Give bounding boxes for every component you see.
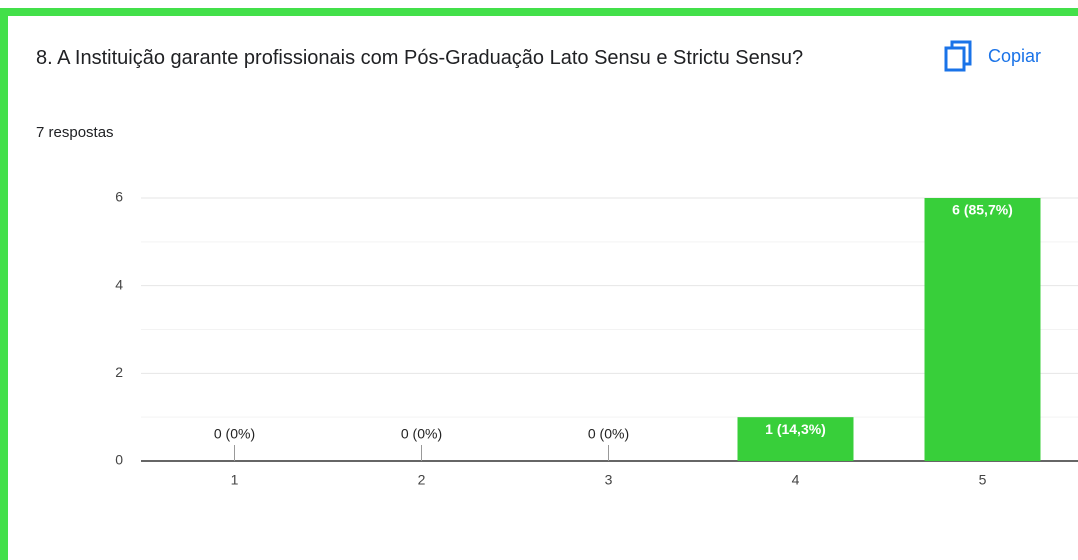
bar (737, 417, 854, 461)
data-label: 1 (14,3%) (765, 421, 826, 437)
copy-label[interactable]: Copiar (988, 45, 1042, 66)
frame (0, 8, 1078, 16)
question-title: 8. A Instituição garante profissionais c… (36, 47, 804, 69)
bar (924, 198, 1041, 461)
data-label: 0 (0%) (214, 426, 255, 442)
x-tick-label: 5 (979, 472, 987, 488)
data-label: 6 (85,7%) (952, 202, 1013, 218)
x-tick-label: 3 (605, 472, 613, 488)
copy-icon (944, 40, 972, 72)
copy-button[interactable]: Copiar (944, 40, 1041, 72)
y-tick-label: 2 (115, 364, 123, 380)
data-label: 0 (0%) (588, 426, 629, 442)
data-label: 0 (0%) (401, 426, 442, 442)
y-tick-label: 0 (115, 452, 123, 468)
x-tick-label: 1 (231, 472, 239, 488)
y-tick-label: 4 (115, 276, 123, 292)
frame (0, 8, 8, 560)
response-count: 7 respostas (36, 124, 114, 141)
x-tick-label: 2 (418, 472, 426, 488)
x-tick-label: 4 (792, 472, 800, 488)
y-tick-label: 6 (115, 189, 123, 205)
